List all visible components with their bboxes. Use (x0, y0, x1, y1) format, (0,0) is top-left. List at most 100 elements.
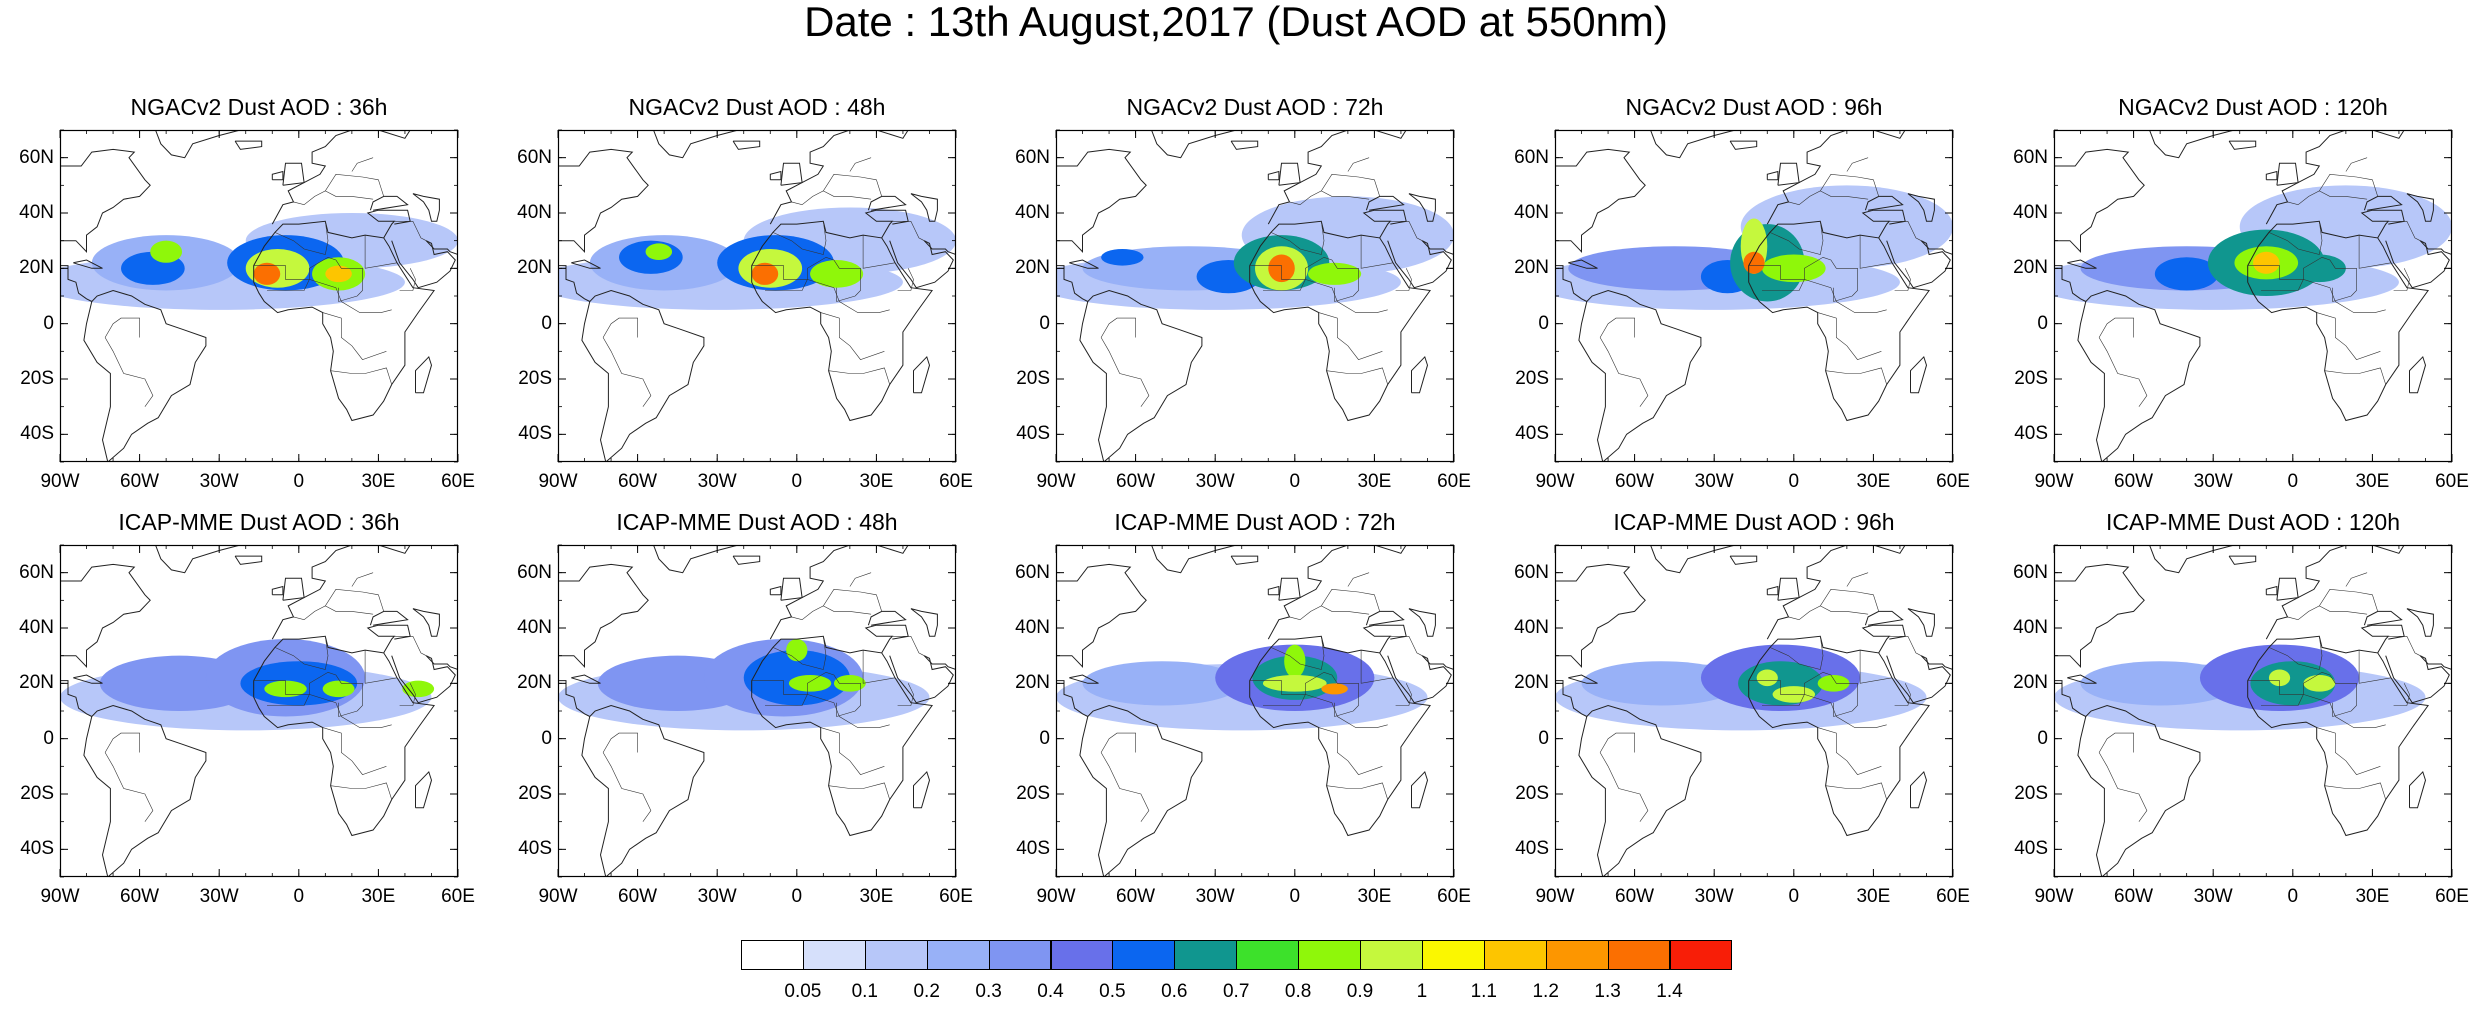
country-border (1318, 727, 1383, 775)
coastline (558, 148, 649, 253)
x-tick-label: 90W (1535, 471, 1575, 492)
country-border (1804, 694, 1887, 728)
x-tick-label: 90W (538, 471, 578, 492)
coastline (2067, 674, 2097, 684)
coastline (282, 162, 305, 186)
coastline (271, 170, 284, 181)
country-border (2247, 671, 2357, 717)
coastline (2228, 140, 2257, 150)
coastline (2077, 716, 2105, 877)
coastline (412, 193, 440, 222)
map-panel: NGACv2 Dust AOD : 120h 60N 40N 20N 0 20S 40S 90… (2013, 94, 2469, 492)
map-panel: ICAP-MME Dust AOD : 36h 60N 40N 20N 0 20S 40S 9… (19, 509, 475, 907)
aod-contour (2080, 661, 2240, 706)
y-tick-label: 40N (19, 617, 54, 638)
y-tick-label: 60N (1514, 561, 1549, 583)
y-tick-label: 20S (1515, 783, 1549, 804)
coastline (234, 140, 263, 150)
panel-title: NGACv2 Dust AOD : 72h (1126, 94, 1384, 120)
coastline (1864, 610, 1904, 626)
coastline (1267, 545, 1454, 640)
colorbar-swatch (1545, 940, 1609, 970)
y-tick-label: 20N (2013, 672, 2048, 694)
colorbar-swatch (988, 940, 1052, 970)
coastline (271, 545, 458, 640)
country-border (2316, 312, 2381, 360)
coastline (271, 585, 284, 596)
country-border (2388, 221, 2421, 241)
map-panel: NGACv2 Dust AOD : 72h 60N 40N 20N 0 20S 40S 90W… (1015, 94, 1471, 492)
x-tick-label: 30W (1694, 886, 1734, 907)
x-tick-label: 0 (791, 886, 803, 907)
aod-contour (253, 262, 281, 285)
coastline (415, 355, 433, 394)
y-tick-label: 40S (518, 423, 552, 445)
colorbar-label: 0.3 (975, 981, 1002, 1002)
country-border (351, 572, 374, 587)
coastline (2363, 610, 2403, 626)
aod-contour (2268, 669, 2291, 687)
country-border (2358, 235, 2392, 269)
aod-map (557, 129, 957, 463)
country-border (765, 279, 808, 291)
coastline (1087, 704, 1203, 877)
y-tick-label: 20N (1015, 672, 1050, 694)
coastline (769, 585, 782, 596)
y-tick-label: 40N (1015, 617, 1050, 638)
country-border (2324, 367, 2386, 385)
y-tick-label: 40N (1514, 202, 1549, 223)
colorbar: 0.05 0.1 0.2 0.3 0.4 0.5 0.6 0.7 0.8 0.9 1 1.1 1.2 1.… (741, 940, 1733, 1010)
y-tick-label: 0 (2037, 727, 2048, 749)
x-tick-label: 60W (1116, 471, 1156, 492)
coastline (60, 148, 151, 253)
country-border (293, 173, 384, 206)
country-border (1859, 235, 1893, 269)
coastline (1650, 545, 1736, 574)
map-panel: ICAP-MME Dust AOD : 96h 60N 40N 20N 0 20S 40S 9… (1514, 509, 1970, 907)
x-tick-label: 30W (697, 886, 737, 907)
coastline (589, 289, 705, 462)
coastline (2067, 259, 2097, 269)
country-border (2393, 683, 2410, 706)
coastline (923, 240, 956, 255)
coastline (155, 130, 241, 159)
coastline (558, 563, 649, 668)
coastline (2385, 655, 2450, 704)
country-border (892, 221, 925, 241)
y-tick-label: 0 (1039, 312, 1050, 334)
y-tick-label: 0 (541, 312, 552, 334)
map-panel: NGACv2 Dust AOD : 48h 60N 40N 20N 0 20S 40S 90W… (517, 94, 973, 492)
coastline (581, 301, 609, 462)
map-panel: ICAP-MME Dust AOD : 48h 60N 40N 20N 0 20S 40S 9… (517, 509, 973, 907)
country-border (351, 157, 374, 172)
x-tick-label: 30E (2355, 886, 2390, 907)
country-border (293, 588, 384, 621)
country-border (330, 782, 392, 800)
y-tick-label: 20S (1016, 368, 1050, 389)
country-border (1599, 732, 1635, 753)
x-tick-label: 30W (2193, 886, 2233, 907)
x-tick-label: 60E (441, 886, 475, 907)
country-border (1270, 221, 1325, 255)
coastline (1777, 577, 1800, 601)
colorbar-swatch (1174, 940, 1238, 970)
coastline (751, 220, 933, 422)
coastline (1151, 130, 1237, 159)
coastline (1267, 585, 1280, 596)
country-border (1347, 157, 1370, 172)
figure-title: Date : 13th August,2017 (Dust AOD at 550… (804, 0, 1668, 45)
coastline (1650, 130, 1736, 159)
y-tick-label: 40S (2014, 423, 2048, 445)
x-tick-label: 30E (1856, 471, 1891, 492)
country-border (1788, 173, 1879, 206)
country-border (1804, 279, 1887, 313)
coastline (425, 655, 458, 670)
country-border (862, 650, 896, 684)
x-tick-label: 0 (293, 471, 305, 492)
country-border (309, 279, 392, 313)
country-border (399, 268, 416, 291)
coastline (1864, 195, 1904, 211)
country-border (1249, 671, 1359, 717)
x-tick-label: 60E (1936, 471, 1970, 492)
coastline (1920, 240, 1953, 255)
